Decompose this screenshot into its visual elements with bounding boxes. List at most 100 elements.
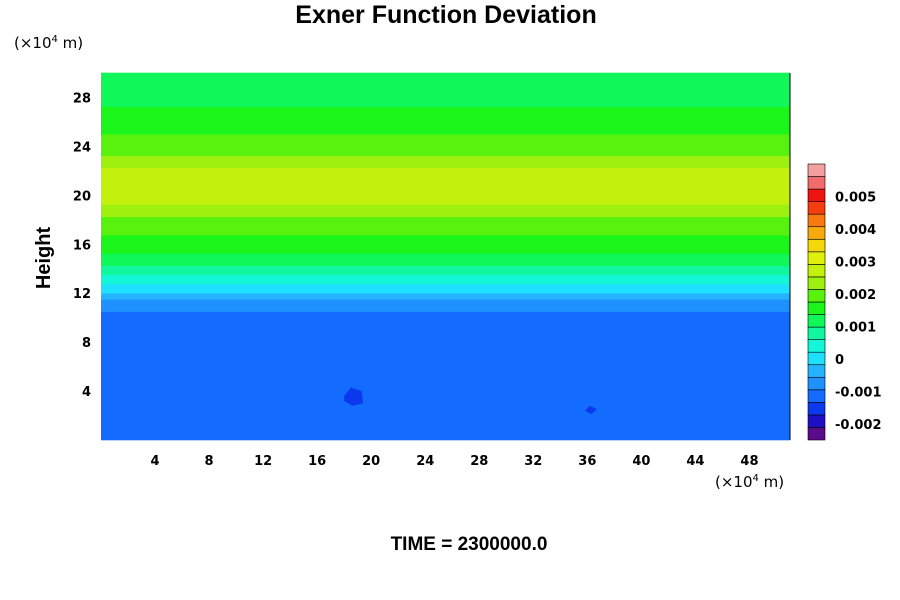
lower-region-0 (344, 387, 364, 406)
contour-band-25 (101, 360, 790, 364)
y-tick-label-16: 16 (73, 238, 91, 253)
x-tick-label-8: 8 (205, 454, 214, 469)
contour-band-78 (101, 198, 790, 202)
contour-band-23 (101, 366, 790, 370)
colorbar-swatch-4 (807, 376, 826, 391)
contour-band-19 (101, 378, 790, 383)
contour-band-45 (101, 299, 790, 303)
contour-band-103 (101, 121, 790, 126)
contour-band-98 (101, 136, 790, 141)
contour-band-62 (101, 247, 790, 251)
contour-band-92 (101, 155, 790, 159)
contour-band-41 (101, 311, 790, 315)
colorbar-swatch-16 (807, 226, 826, 240)
contour-band-102 (101, 124, 790, 129)
contour-band-28 (101, 351, 790, 355)
contour-band-108 (101, 106, 790, 110)
colorbar-swatch-6 (807, 351, 826, 366)
contour-band-6 (101, 418, 790, 422)
contour-band-95 (101, 146, 790, 150)
colorbar-swatch-19 (807, 188, 826, 202)
contour-band-40 (101, 314, 790, 318)
y-tick-label-24: 24 (73, 140, 91, 155)
contour-band-107 (101, 109, 790, 114)
contour-band-55 (101, 268, 790, 273)
contour-band-44 (101, 302, 790, 306)
contour-band-60 (101, 253, 790, 257)
contour-band-119 (101, 72, 790, 77)
colorbar-tick-label-2: 0 (835, 353, 844, 368)
low-region-1 (290, 316, 405, 440)
colorbar-swatch-2 (807, 402, 826, 416)
contour-band-12 (101, 399, 790, 404)
contour-band-89 (101, 164, 790, 169)
contour-band-46 (101, 295, 790, 300)
contour-band-37 (101, 323, 790, 328)
colorbar-swatch-0 (807, 427, 826, 441)
contour-band-80 (101, 191, 790, 196)
x-tick-label-24: 24 (416, 454, 434, 469)
contour-band-99 (101, 133, 790, 138)
contour-band-56 (101, 265, 790, 270)
contour-band-111 (101, 97, 790, 101)
x-axis-unit: (×104 m) (715, 473, 784, 491)
contour-band-24 (101, 363, 790, 367)
contour-band-105 (101, 115, 790, 120)
y-axis-unit-suffix: m) (58, 34, 83, 52)
colorbar-swatch-17 (807, 213, 826, 228)
contour-band-54 (101, 271, 790, 276)
contour-band-110 (101, 100, 790, 104)
contour-band-91 (101, 158, 790, 162)
y-tick-label-8: 8 (82, 336, 91, 351)
contour-band-1 (101, 433, 790, 438)
colorbar-swatch-5 (807, 364, 826, 378)
colorbar: -0.002 -0.001 0 0.001 0.002 0.003 0.004 0.005 (807, 163, 882, 441)
contour-band-13 (101, 396, 790, 401)
contour-band-109 (101, 103, 790, 107)
colorbar-swatch-20 (807, 176, 826, 190)
colorbar-swatch-18 (807, 201, 826, 215)
contour-band-14 (101, 393, 790, 398)
contour-band-3 (101, 427, 790, 432)
y-axis-unit: (×104 m) (14, 34, 83, 52)
colorbar-swatch-21 (807, 163, 826, 177)
contour-band-68 (101, 228, 790, 233)
colorbar-swatch-11 (807, 289, 826, 303)
y-axis-unit-exponent: 4 (52, 34, 58, 45)
contour-band-85 (101, 176, 790, 181)
colorbar-swatch-7 (807, 339, 826, 353)
contour-band-100 (101, 130, 790, 135)
colorbar-tick-label-3: 0.001 (835, 320, 876, 335)
contour-band-11 (101, 403, 790, 407)
contour-band-88 (101, 167, 790, 172)
colorbar-swatch-8 (807, 326, 826, 340)
contour-band-0 (101, 436, 790, 441)
contour-band-47 (101, 292, 790, 297)
contour-band-84 (101, 179, 790, 184)
y-tick-label-28: 28 (73, 91, 91, 106)
plot-area (101, 72, 791, 441)
contour-band-112 (101, 94, 790, 98)
chart-title: Exner Function Deviation (295, 1, 596, 29)
contour-band-42 (101, 308, 790, 312)
contour-band-67 (101, 231, 790, 236)
colorbar-tick-label-7: 0.005 (835, 190, 876, 205)
contour-band-63 (101, 243, 790, 248)
contour-band-93 (101, 152, 790, 156)
contour-band-36 (101, 326, 790, 331)
contour-band-10 (101, 406, 790, 410)
x-tick-label-16: 16 (308, 454, 326, 469)
contour-band-83 (101, 182, 790, 187)
contour-band-58 (101, 259, 790, 263)
x-tick-label-44: 44 (686, 454, 704, 469)
contour-band-16 (101, 387, 790, 392)
contour-band-35 (101, 329, 790, 334)
contour-band-9 (101, 409, 790, 413)
contour-band-106 (101, 112, 790, 117)
contour-band-4 (101, 424, 790, 429)
y-tick-label-12: 12 (73, 287, 91, 302)
y-tick-label-4: 4 (82, 385, 91, 400)
y-tick-label-20: 20 (73, 189, 91, 204)
contour-band-33 (101, 335, 790, 340)
